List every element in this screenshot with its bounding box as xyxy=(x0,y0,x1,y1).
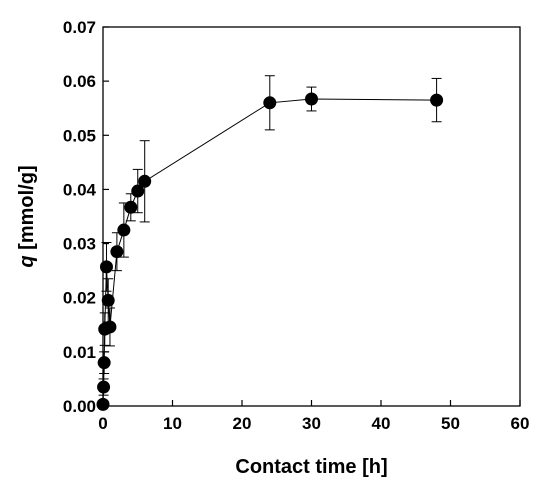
data-point xyxy=(103,320,117,334)
data-point xyxy=(117,223,131,237)
data-point xyxy=(430,93,444,107)
x-axis-title: Contact time [h] xyxy=(235,456,387,478)
x-tick-label: 20 xyxy=(233,414,252,433)
data-point xyxy=(305,92,318,106)
plot-frame xyxy=(102,26,521,407)
y-tick-label: 0.06 xyxy=(63,72,96,91)
y-axis-title-variable: q xyxy=(16,255,38,267)
data-point xyxy=(138,174,152,188)
y-axis-title-unit: [mmol/g] xyxy=(16,165,38,255)
y-tick-label: 0.03 xyxy=(63,235,96,254)
errorbars-layer xyxy=(98,75,442,408)
y-axis-title: q [mmol/g] xyxy=(16,165,38,267)
x-tick-label: 10 xyxy=(163,414,182,433)
data-point xyxy=(101,293,115,307)
x-axis-ticks: 0 10 20 30 40 50 60 xyxy=(98,400,529,433)
y-tick-label: 0.00 xyxy=(63,397,96,416)
x-tick-label: 50 xyxy=(441,414,460,433)
x-tick-label: 60 xyxy=(511,414,530,433)
data-point xyxy=(263,96,277,110)
series-line-layer xyxy=(102,98,437,405)
data-point xyxy=(131,184,145,198)
y-tick-label: 0.02 xyxy=(63,289,96,308)
y-tick-label: 0.05 xyxy=(63,126,96,145)
data-point xyxy=(110,245,124,259)
data-point xyxy=(99,260,113,274)
x-tick-label: 0 xyxy=(98,414,107,433)
x-tick-label: 40 xyxy=(372,414,391,433)
x-tick-label: 30 xyxy=(302,414,321,433)
series-line xyxy=(102,98,437,405)
y-tick-label: 0.01 xyxy=(63,343,96,362)
y-tick-label: 0.07 xyxy=(63,18,96,37)
data-point xyxy=(97,356,111,370)
y-tick-label: 0.04 xyxy=(63,180,97,199)
y-axis-ticks: 0.00 0.01 0.02 0.03 0.04 0.05 0.06 0.07 xyxy=(63,18,109,416)
data-point xyxy=(124,200,138,214)
